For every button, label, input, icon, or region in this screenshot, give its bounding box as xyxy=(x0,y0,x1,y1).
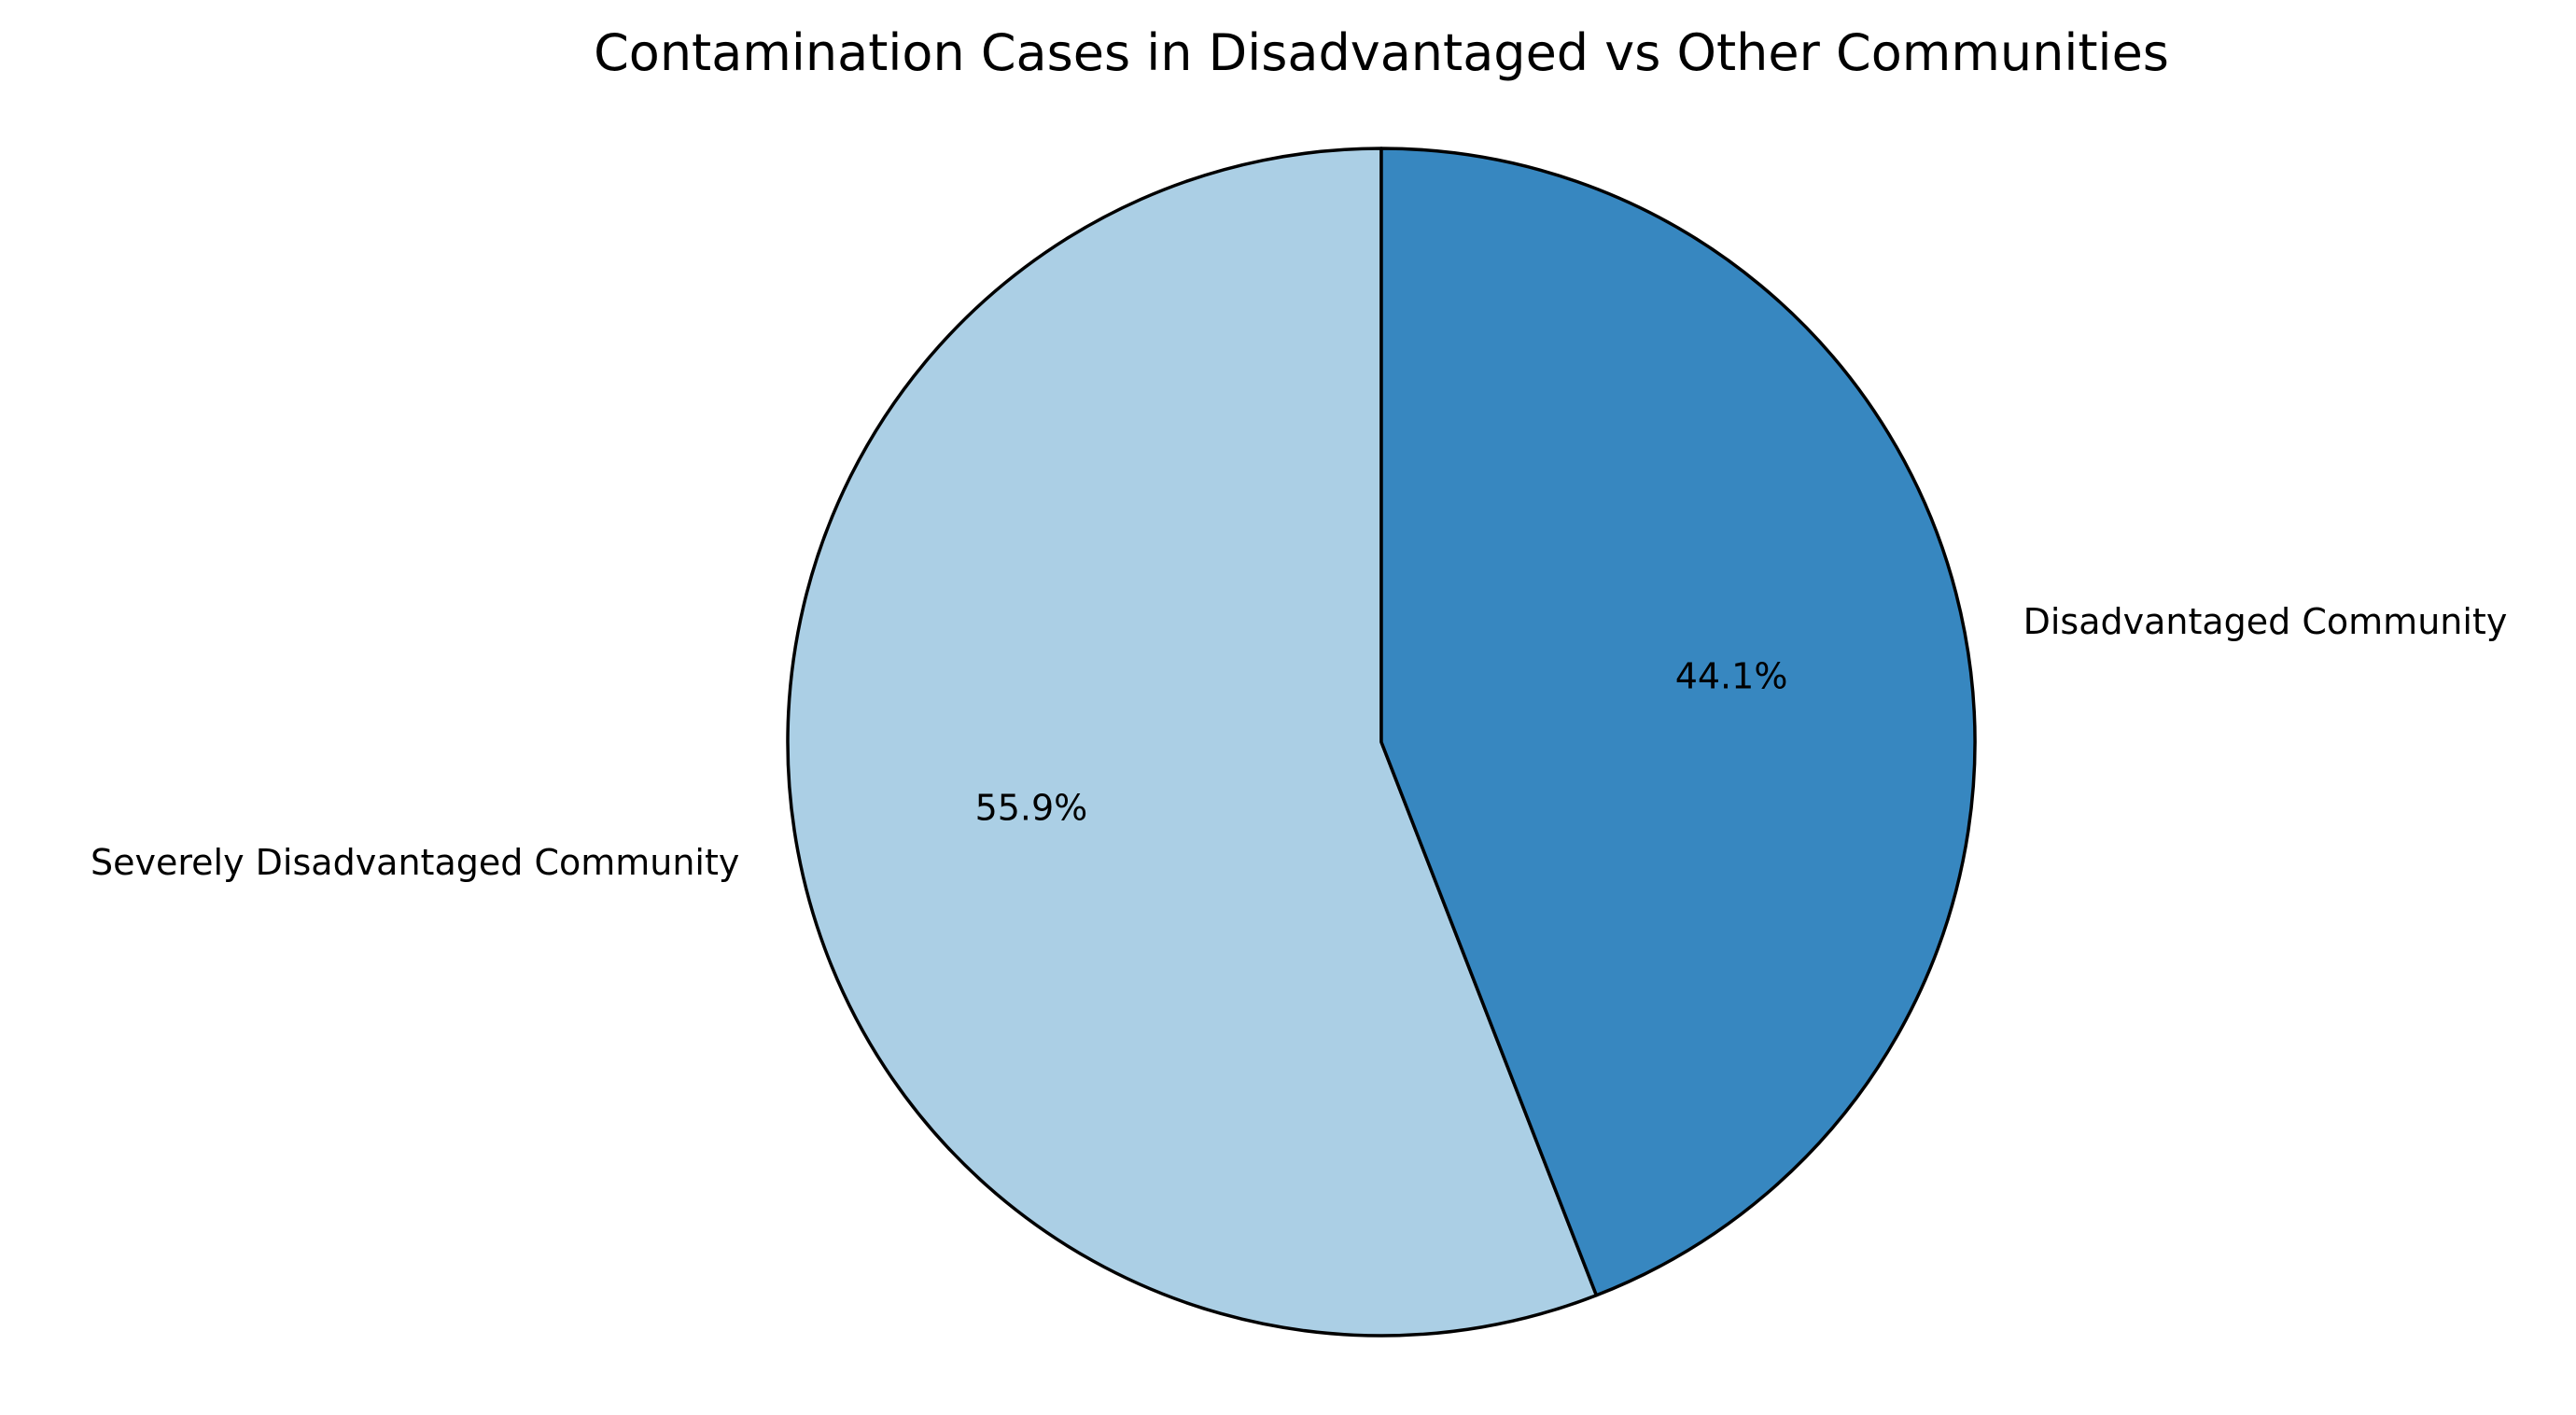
slice-label: Severely Disadvantaged Community xyxy=(91,842,739,883)
pie-labels: Severely Disadvantaged Community 55.9% Dis… xyxy=(91,601,2507,883)
slice-percentage-label: 55.9% xyxy=(975,787,1088,828)
slice-label: Disadvantaged Community xyxy=(2023,601,2508,642)
pie-slice xyxy=(786,147,1599,1338)
slice-percentage-label: 44.1% xyxy=(1675,656,1788,697)
pie-slice xyxy=(1379,147,1977,1297)
pie-slices xyxy=(786,147,1977,1338)
chart-title: Contamination Cases in Disadvantaged vs … xyxy=(594,23,2169,82)
